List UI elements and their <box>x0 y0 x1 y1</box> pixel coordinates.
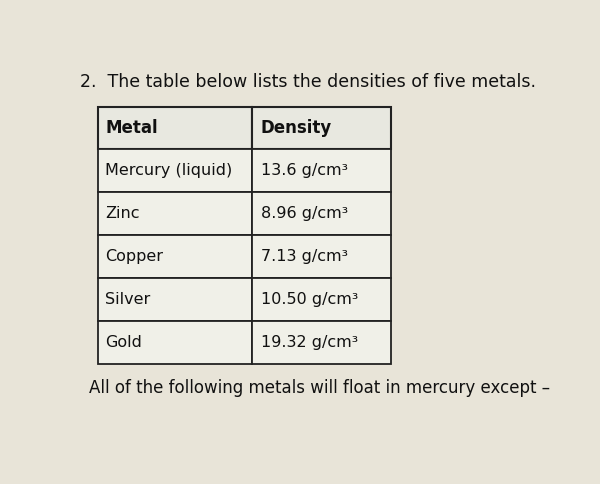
Text: Zinc: Zinc <box>105 206 140 221</box>
Text: Density: Density <box>261 119 332 137</box>
Text: Copper: Copper <box>105 249 163 264</box>
Bar <box>98 106 252 150</box>
Bar <box>252 278 391 321</box>
Bar <box>98 150 252 192</box>
Text: 8.96 g/cm³: 8.96 g/cm³ <box>261 206 348 221</box>
Text: Metal: Metal <box>105 119 158 137</box>
Bar <box>252 106 391 150</box>
Text: 19.32 g/cm³: 19.32 g/cm³ <box>261 335 358 350</box>
Text: 7.13 g/cm³: 7.13 g/cm³ <box>261 249 348 264</box>
Bar <box>98 278 252 321</box>
Text: Mercury (liquid): Mercury (liquid) <box>105 163 232 178</box>
Text: 13.6 g/cm³: 13.6 g/cm³ <box>261 163 348 178</box>
Text: Silver: Silver <box>105 292 151 307</box>
Bar <box>98 235 252 278</box>
Bar <box>98 192 252 235</box>
Bar <box>252 192 391 235</box>
Bar <box>98 321 252 363</box>
Bar <box>252 235 391 278</box>
Text: Gold: Gold <box>105 335 142 350</box>
Bar <box>252 150 391 192</box>
Text: 2.  The table below lists the densities of five metals.: 2. The table below lists the densities o… <box>80 73 536 91</box>
Text: 10.50 g/cm³: 10.50 g/cm³ <box>261 292 358 307</box>
Text: All of the following metals will float in mercury except –: All of the following metals will float i… <box>89 378 550 396</box>
Bar <box>252 321 391 363</box>
